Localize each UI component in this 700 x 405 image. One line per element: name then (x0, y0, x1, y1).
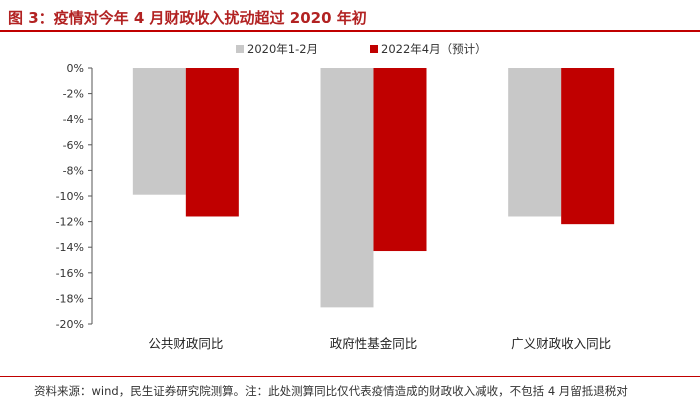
y-tick-label: -18% (56, 292, 84, 305)
bar-series-1-3 (508, 68, 562, 217)
legend: 2020年1-2月 2022年4月（预计） (236, 42, 487, 56)
y-tick-label: -12% (56, 216, 84, 229)
y-tick-label: -8% (63, 164, 84, 177)
y-axis: 0% -2% -4% -6% -8% -10% -12% -14% -16% -18% -20% (56, 62, 93, 331)
bar-chart: 2020年1-2月 2022年4月（预计） 0% -2% -4% -6% -8% -10% -… (56, 42, 615, 351)
bar-series-1-2 (320, 68, 374, 308)
chart-title: 图 3：疫情对今年 4 月财政收入扰动超过 2020 年初 (8, 9, 367, 27)
y-tick-label: -4% (63, 113, 84, 126)
legend-swatch-2 (370, 45, 378, 53)
y-tick-label: 0% (67, 62, 84, 75)
bar-series-1-1 (132, 68, 186, 195)
title-divider (0, 30, 700, 32)
bar-series-2-2 (373, 68, 427, 252)
bar-series-2-1 (185, 68, 239, 217)
legend-label-1: 2020年1-2月 (247, 42, 318, 56)
bars (132, 68, 615, 308)
y-tick-label: -10% (56, 190, 84, 203)
legend-label-2: 2022年4月（预计） (381, 42, 487, 56)
y-tick-label: -14% (56, 241, 84, 254)
source-note: 资料来源：wind，民生证券研究院测算。注：此处测算同比仅代表疫情造成的财政收入… (34, 384, 628, 398)
x-axis-labels: 公共财政同比 政府性基金同比 广义财政收入同比 (148, 336, 611, 351)
x-category-label: 公共财政同比 (148, 336, 223, 351)
y-tick-label: -2% (63, 88, 84, 101)
x-category-label: 政府性基金同比 (330, 336, 418, 351)
footer-divider (0, 376, 700, 377)
y-tick-label: -16% (56, 267, 84, 280)
x-category-label: 广义财政收入同比 (511, 336, 611, 351)
y-tick-label: -6% (63, 139, 84, 152)
legend-swatch-1 (236, 45, 244, 53)
bar-series-2-3 (561, 68, 615, 225)
y-tick-label: -20% (56, 318, 84, 331)
